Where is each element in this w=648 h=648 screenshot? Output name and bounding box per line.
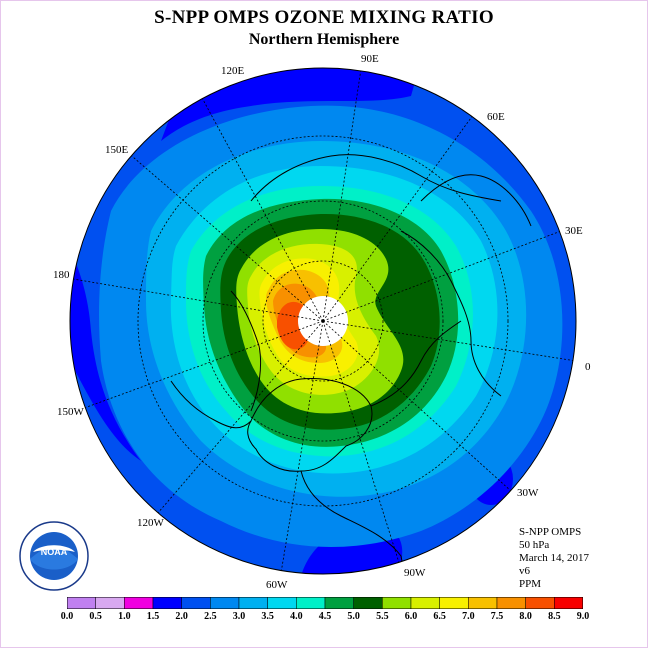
colorbar-swatch: [210, 597, 240, 609]
info-instrument: S-NPP OMPS: [519, 526, 582, 538]
colorbar-tick-label: 7.5: [490, 611, 504, 622]
colorbar-tick-label: 6.5: [433, 611, 446, 622]
lon-label-60e: 60E: [487, 111, 505, 123]
colorbar-swatch: [496, 597, 526, 609]
colorbar-tick-label: 8.5: [548, 611, 561, 622]
lon-label-90e: 90E: [361, 53, 379, 65]
colorbar-tick-label: 0.5: [89, 611, 102, 622]
lon-label-30w: 30W: [517, 487, 539, 499]
colorbar-swatch: [152, 597, 182, 609]
colorbar: [67, 597, 583, 609]
info-version: v6: [519, 565, 530, 577]
colorbar-swatch: [554, 597, 583, 609]
colorbar-tick-label: 4.5: [318, 611, 332, 622]
info-level: 50 hPa: [519, 539, 550, 551]
info-date: March 14, 2017: [519, 552, 589, 564]
lon-label-30e: 30E: [565, 225, 583, 237]
noaa-logo: NOAA: [19, 521, 89, 591]
map-title: S-NPP OMPS OZONE MIXING RATIO: [154, 7, 494, 28]
graticule: [72, 68, 576, 574]
colorbar-tick-label: 0.0: [60, 611, 74, 622]
lon-label-150e: 150E: [105, 144, 129, 156]
colorbar-swatch: [525, 597, 555, 609]
map-subtitle: Northern Hemisphere: [248, 31, 400, 48]
colorbar-swatch: [324, 597, 354, 609]
colorbar-tick-label: 3.0: [232, 611, 246, 622]
colorbar-tick-label: 3.5: [261, 611, 274, 622]
colorbar-swatch: [296, 597, 326, 609]
colorbar-swatch: [181, 597, 211, 609]
colorbar-tick-label: 9.0: [576, 611, 590, 622]
lon-label-150w: 150W: [57, 406, 84, 418]
colorbar-swatch: [382, 597, 412, 609]
lon-label-120e: 120E: [221, 65, 245, 77]
lon-label-60w: 90W: [404, 567, 426, 579]
colorbar-tick-label: 8.0: [519, 611, 532, 622]
noaa-logo-text: NOAA: [41, 547, 68, 557]
colorbar-swatch: [124, 597, 154, 609]
colorbar-tick-label: 7.0: [462, 611, 475, 622]
colorbar-tick-label: 6.0: [404, 611, 418, 622]
colorbar-swatch: [439, 597, 469, 609]
colorbar-tick-label: 5.5: [376, 611, 389, 622]
ozone-contours: [70, 68, 576, 574]
hemisphere-outline: [69, 67, 577, 575]
colorbar-tick-label: 1.0: [118, 611, 131, 622]
colorbar-swatch: [468, 597, 498, 609]
colorbar-swatch: [67, 597, 96, 609]
coastlines: [170, 154, 532, 574]
colorbar-tick-label: 4.0: [290, 611, 303, 622]
colorbar-tick-label: 2.5: [204, 611, 217, 622]
data-info-block: S-NPP OMPS 50 hPa March 14, 2017 v6 PPM: [519, 526, 589, 591]
lon-label-90w: 60W: [266, 579, 288, 591]
colorbar-tick-label: 5.0: [347, 611, 360, 622]
colorbar-swatch: [267, 597, 297, 609]
lon-label-180: 180: [53, 269, 70, 281]
lon-label-0: 0: [585, 361, 591, 373]
info-units: PPM: [519, 578, 542, 590]
colorbar-tick-label: 1.5: [146, 611, 160, 622]
colorbar-tick-label: 2.0: [175, 611, 188, 622]
lon-label-120w: 120W: [137, 517, 164, 529]
colorbar-swatch: [238, 597, 268, 609]
colorbar-swatch: [95, 597, 125, 609]
colorbar-swatch: [410, 597, 440, 609]
colorbar-swatch: [353, 597, 383, 609]
contour-1-5-lobe-left: [70, 251, 141, 461]
